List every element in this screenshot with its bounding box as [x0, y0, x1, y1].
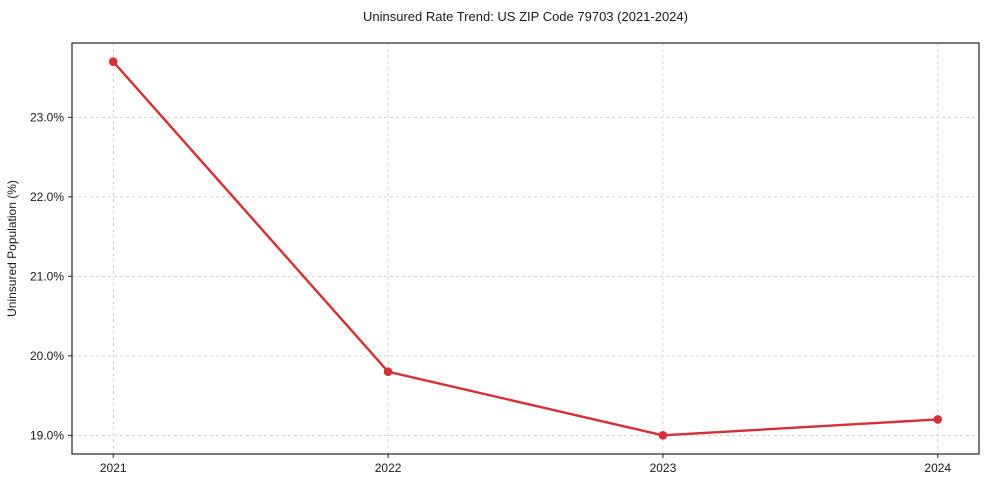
- x-tick-label: 2021: [100, 461, 127, 475]
- plot-border: [71, 42, 980, 455]
- y-axis-title: Uninsured Population (%): [5, 180, 19, 317]
- data-point-2022: [383, 367, 393, 377]
- y-tick-label: 23.0%: [30, 110, 64, 124]
- y-tick-label: 19.0%: [30, 428, 64, 442]
- data-point-2023: [658, 431, 668, 440]
- data-point-2021: [108, 57, 118, 66]
- x-tick-label: 2023: [650, 461, 677, 475]
- trend-line: [112, 60, 939, 437]
- plot-generated-layer: 19.0% 20.0% 21.0% 22.0% 23.0% 2021 2022 2023 202…: [30, 42, 980, 475]
- x-tick-label: 2024: [924, 461, 951, 475]
- y-tick-label: 22.0%: [30, 190, 64, 204]
- data-point-2024: [933, 415, 943, 424]
- y-tick-label: 21.0%: [30, 269, 64, 283]
- y-tick-label: 20.0%: [30, 349, 64, 363]
- x-tick-label: 2022: [375, 461, 402, 475]
- chart-title: Uninsured Rate Trend: US ZIP Code 79703 …: [363, 9, 688, 24]
